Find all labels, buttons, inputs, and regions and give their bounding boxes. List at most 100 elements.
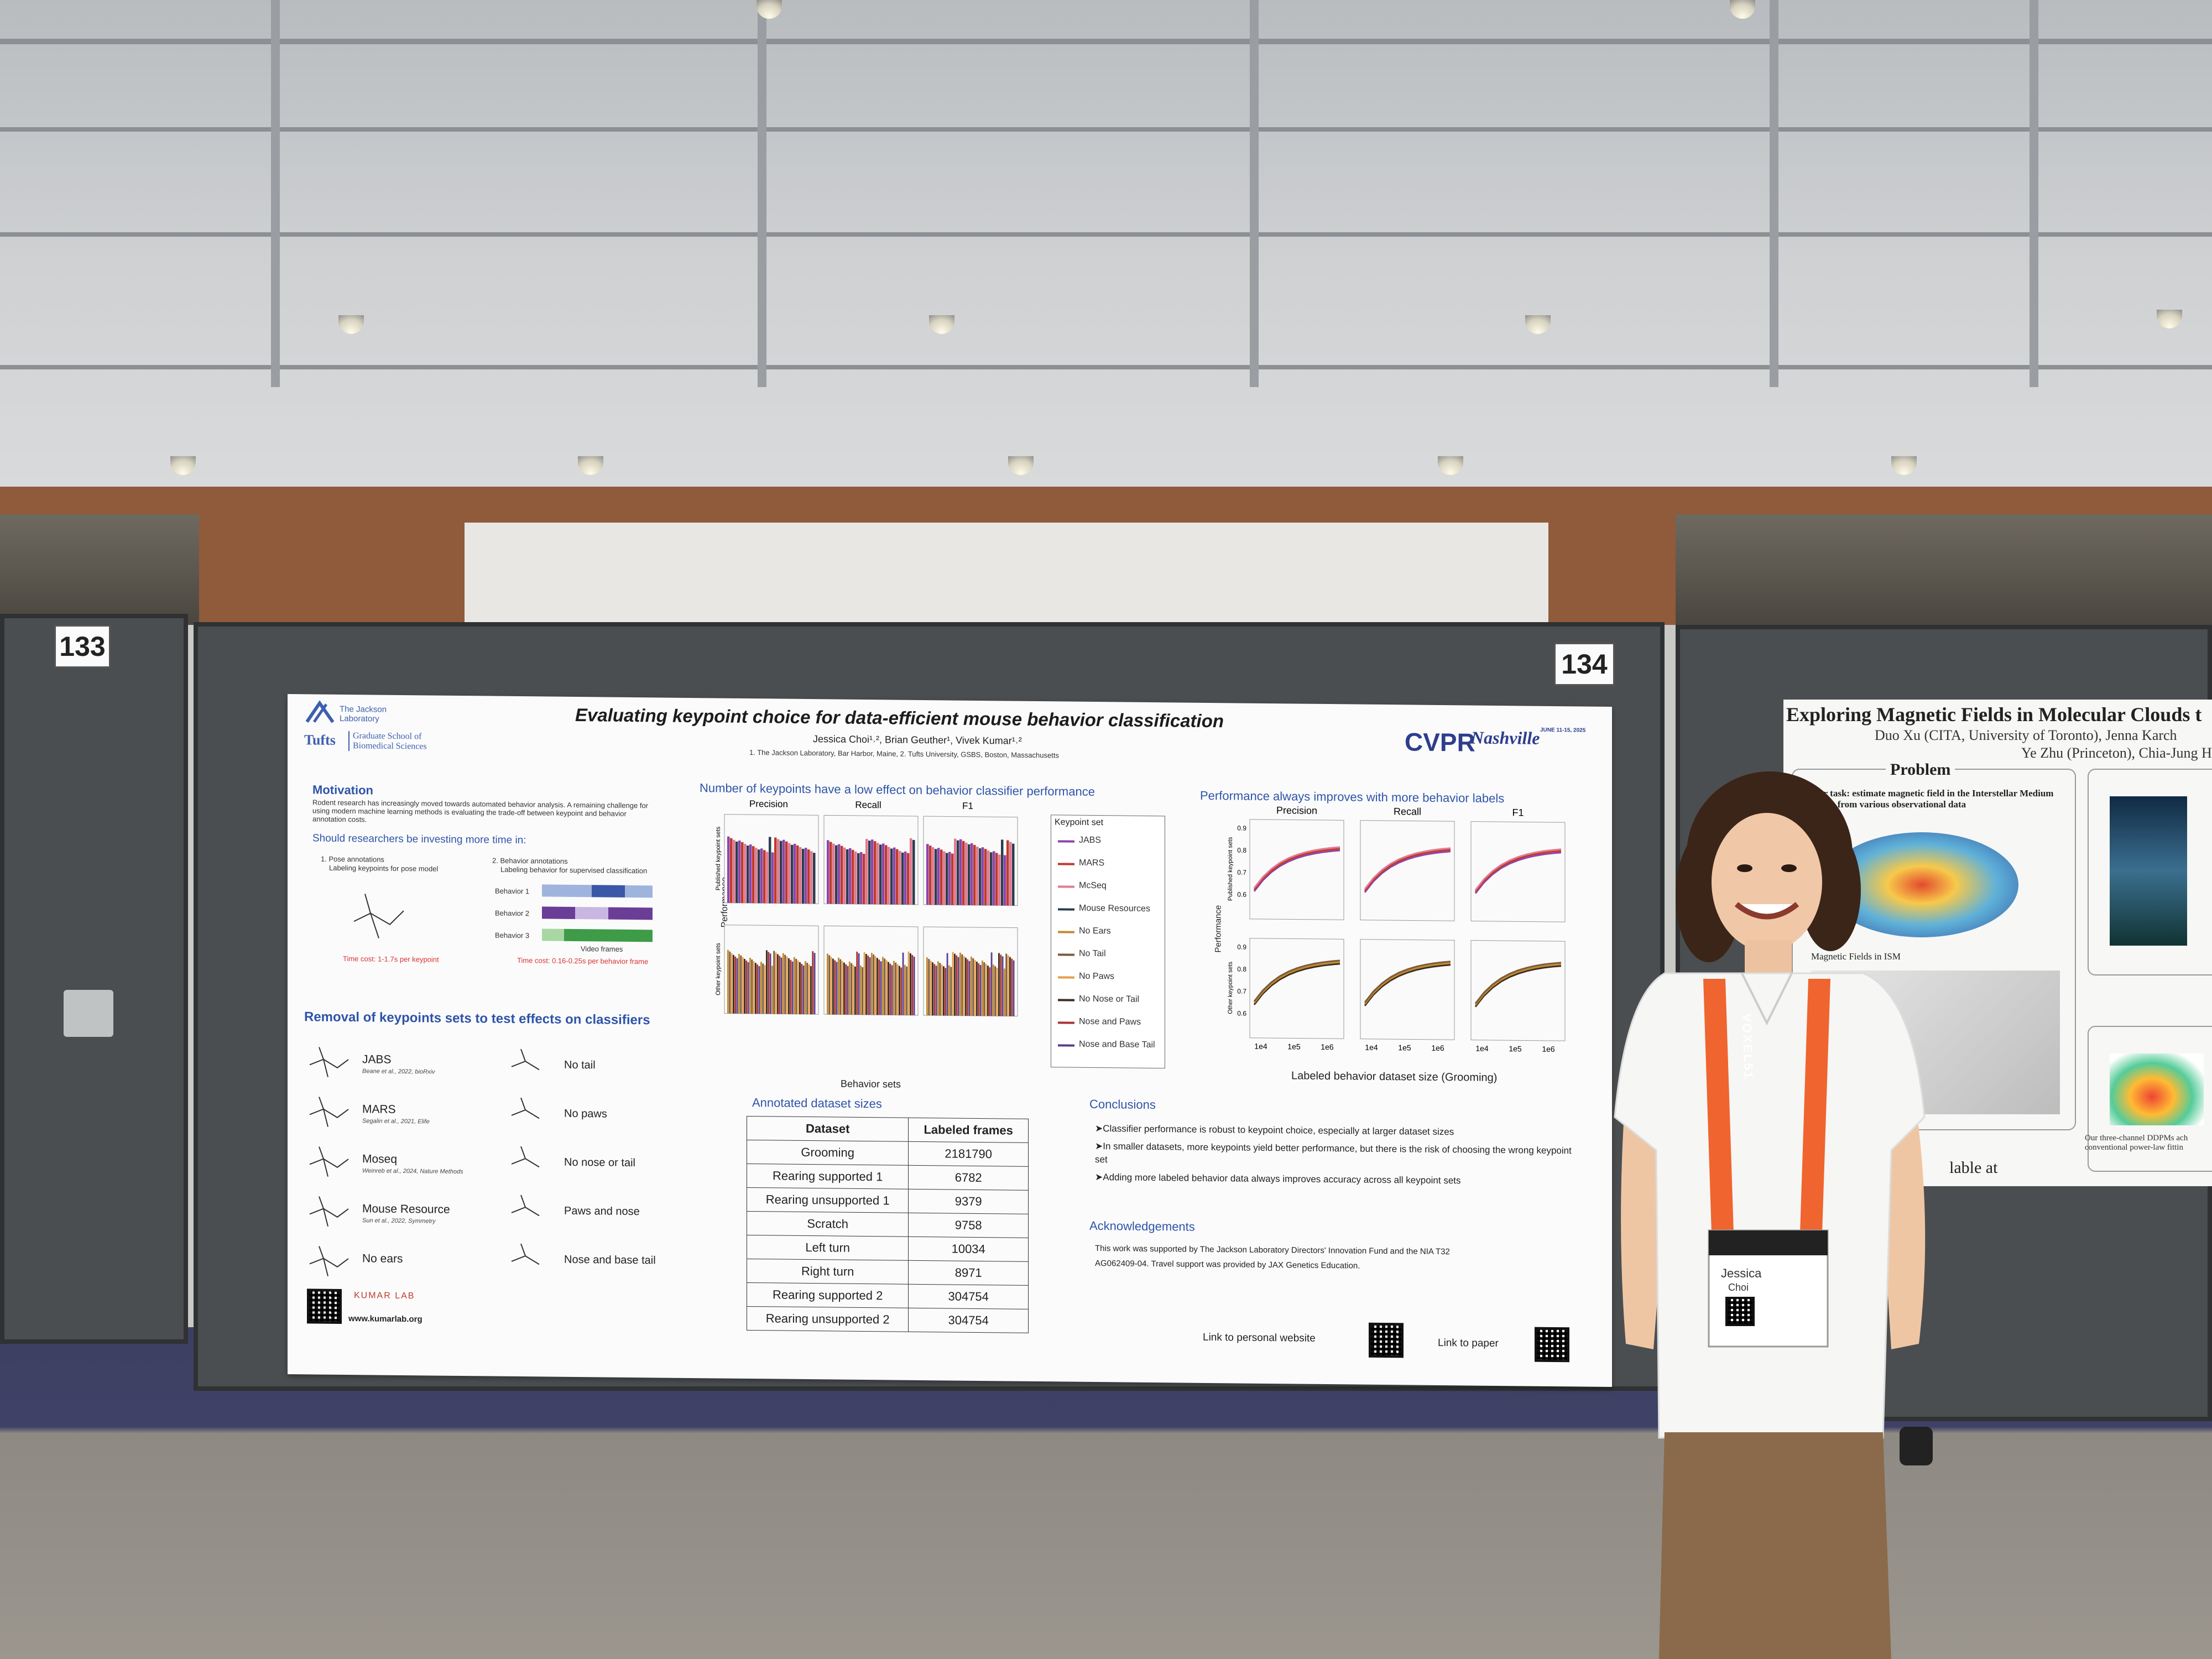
chart-series-line — [1253, 848, 1340, 890]
table-row: Scratch 9758 — [747, 1211, 1029, 1238]
paper-qr[interactable] — [1535, 1327, 1569, 1363]
chart-bar — [939, 963, 941, 1016]
chart-tick-label: 1e6 — [1431, 1044, 1444, 1052]
chart-bar — [993, 851, 995, 906]
chart-bar — [893, 847, 896, 905]
legend-swatch — [1058, 953, 1074, 956]
behavior-timeline-2 — [542, 906, 653, 920]
ceiling-lamp — [1008, 456, 1034, 475]
chart-bar — [838, 844, 841, 904]
chart-tick-label: 0.8 — [1237, 965, 1246, 973]
chart-bar — [957, 840, 959, 905]
lanyard-text: VOXEL51 — [1739, 1013, 1756, 1081]
chart-bar — [786, 956, 788, 1014]
personal-website-qr[interactable] — [1369, 1322, 1404, 1358]
motivation-heading: Motivation — [312, 782, 373, 797]
chart-bar — [749, 844, 752, 904]
mouse-skeleton-icon — [309, 1146, 349, 1177]
method-panel — [2088, 769, 2212, 975]
chart-bar — [790, 959, 792, 1014]
results-figure — [2110, 1053, 2204, 1125]
chart-bar — [810, 966, 812, 1015]
chart-bar — [788, 843, 791, 904]
ceiling-lamp — [1438, 456, 1463, 475]
poster-board-133 — [0, 614, 188, 1344]
chart-bar — [757, 964, 759, 1014]
chart-bar — [777, 954, 779, 1014]
ceiling-post — [2030, 0, 2038, 387]
chart-bar — [893, 961, 895, 1015]
ceiling-truss — [0, 39, 2212, 44]
motivation-question: Should researchers be investing more tim… — [312, 832, 526, 847]
chart-series-line — [1474, 963, 1562, 1006]
keypoint-sets-published: JABS Beane et al., 2022, bioRxiv MARS Segal… — [288, 694, 1612, 1276]
chart-bar — [727, 950, 729, 1014]
chart-bar — [959, 952, 961, 1016]
chart-bar — [751, 959, 753, 1014]
chart-bar — [780, 957, 782, 1014]
ceiling-post — [271, 0, 280, 387]
qr-code[interactable] — [307, 1288, 342, 1324]
chart-bar — [744, 958, 745, 1014]
chart-bar — [795, 958, 797, 1014]
chart-bar — [904, 964, 906, 1015]
table-cell: 9758 — [908, 1213, 1029, 1238]
chart-bar — [961, 954, 963, 1016]
chart-bar — [862, 967, 864, 1015]
chart-bar — [937, 848, 940, 905]
chart-bar — [879, 844, 882, 905]
chart-bar — [784, 954, 786, 1014]
chart-bar — [979, 965, 982, 1016]
chart-series-line — [1364, 964, 1451, 1006]
chart-bar — [730, 838, 733, 903]
method-figure — [2110, 796, 2187, 946]
chart-bar — [741, 842, 744, 903]
chart-bar — [973, 844, 976, 905]
chart-bar — [880, 961, 882, 1015]
chart-bar — [1013, 960, 1015, 1016]
chart-bar — [807, 849, 810, 904]
chart-bar — [832, 958, 834, 1015]
table-cell: Rearing unsupported 1 — [747, 1187, 909, 1213]
neighbor-poster-title: Exploring Magnetic Fields in Molecular C… — [1786, 703, 2202, 726]
chart-bar — [899, 851, 901, 905]
chart-bar — [852, 849, 854, 904]
motivation-text: Rodent research has increasingly moved t… — [312, 798, 649, 824]
personal-website-link[interactable]: Link to personal website — [1203, 1331, 1316, 1344]
behavior-option-title: 2. Behavior annotations — [492, 856, 568, 865]
chart-bar — [974, 959, 976, 1016]
chart-bar — [987, 851, 990, 906]
paper-link[interactable]: Link to paper — [1438, 1337, 1499, 1350]
table-row: Rearing unsupported 1 9379 — [747, 1187, 1029, 1214]
chart-bar — [971, 843, 973, 905]
chart-tick-label: 1e4 — [1475, 1044, 1489, 1053]
chart-bar — [907, 951, 910, 1015]
poster-title: Evaluating keypoint choice for data-effi… — [575, 704, 1224, 732]
chart-bar — [1011, 958, 1013, 1016]
chart-bar — [843, 847, 846, 904]
presenter-person — [1614, 771, 1933, 1659]
chart-bar — [782, 953, 784, 1014]
chart-bar — [959, 839, 962, 905]
chart-bar — [968, 961, 971, 1016]
chart-bar — [933, 964, 936, 1016]
chart-bar — [978, 963, 980, 1016]
chart-bar — [895, 962, 897, 1015]
ceiling-lamp — [338, 315, 364, 334]
behavior-row-label: Behavior 2 — [495, 909, 530, 918]
poster-affiliations: 1. The Jackson Laboratory, Bar Harbor, M… — [749, 748, 1059, 760]
performance-line-chart: Precision 0.9 0.8 0.7 0.6 0.9 0.8 0.7 0.6 1e4 1e5 1… — [1227, 805, 1566, 1053]
chart-bar — [794, 957, 795, 1014]
chart-bar — [785, 841, 788, 904]
chart-bar — [972, 958, 974, 1016]
chart-bar — [928, 959, 930, 1016]
chart-bar — [854, 966, 856, 1015]
kumar-lab-url[interactable]: www.kumarlab.org — [348, 1314, 422, 1324]
chart-bar — [735, 841, 738, 903]
chart-bar — [794, 843, 796, 904]
table-cell: 304754 — [908, 1308, 1029, 1333]
chart-bar — [935, 849, 937, 905]
chart-bar — [889, 963, 891, 1015]
legend-swatch — [1058, 908, 1074, 911]
chart-bar — [943, 851, 946, 905]
